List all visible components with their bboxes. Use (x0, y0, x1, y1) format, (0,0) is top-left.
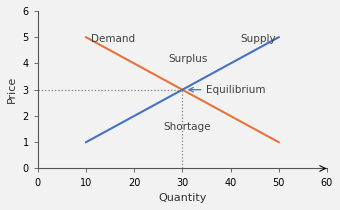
Text: Shortage: Shortage (163, 122, 210, 132)
Text: Equilibrium: Equilibrium (189, 85, 266, 95)
Text: Demand: Demand (91, 34, 135, 44)
Text: Supply: Supply (240, 34, 276, 44)
X-axis label: Quantity: Quantity (158, 193, 206, 203)
Y-axis label: Price: Price (7, 76, 17, 103)
Text: Surplus: Surplus (168, 54, 207, 64)
